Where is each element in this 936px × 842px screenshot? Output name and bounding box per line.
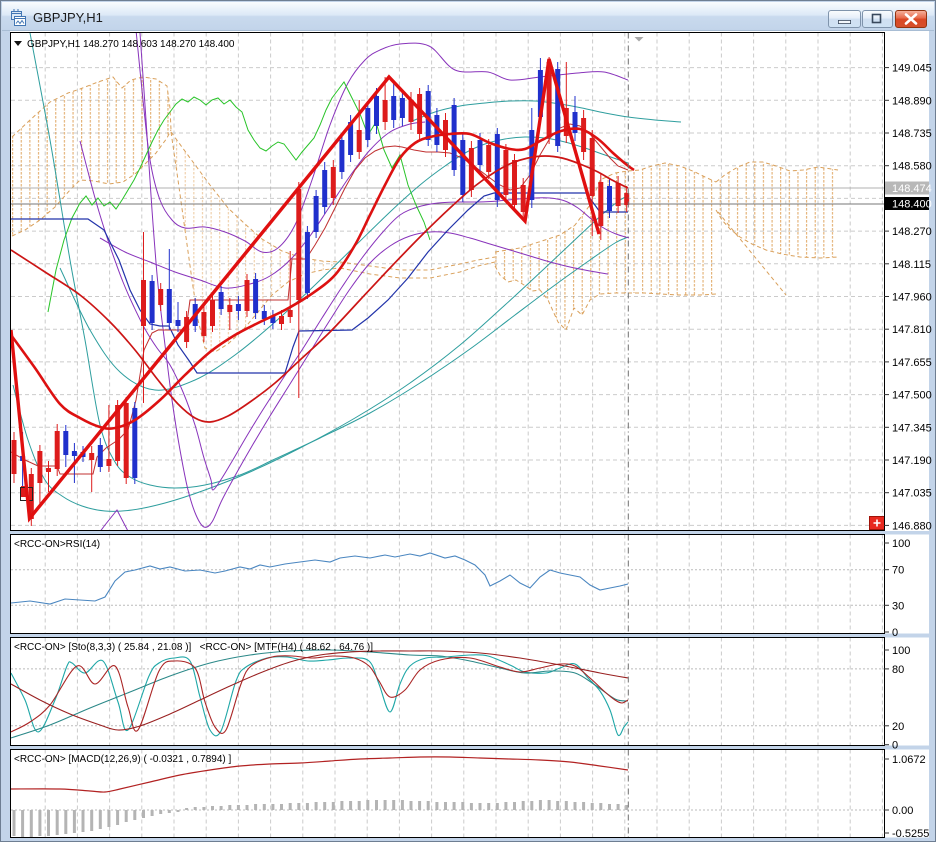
svg-text:0: 0 bbox=[892, 740, 898, 752]
svg-text:-0.5255: -0.5255 bbox=[892, 828, 929, 840]
svg-text:GBPJPY,H1 148.270 148.603 148: GBPJPY,H1 148.270 148.603 148.270 148.40… bbox=[27, 39, 235, 50]
svg-text:100: 100 bbox=[892, 538, 910, 550]
svg-text:147.810: 147.810 bbox=[892, 324, 932, 336]
svg-text:149.045: 149.045 bbox=[892, 63, 932, 75]
svg-text:148.270: 148.270 bbox=[892, 226, 932, 238]
svg-text:0: 0 bbox=[892, 627, 898, 639]
svg-text:147.035: 147.035 bbox=[892, 488, 932, 500]
svg-text:148.115: 148.115 bbox=[892, 259, 931, 271]
svg-text:70: 70 bbox=[892, 565, 904, 577]
svg-text:30: 30 bbox=[892, 600, 904, 612]
svg-text:<RCC-ON>RSI(14): <RCC-ON>RSI(14) bbox=[14, 539, 100, 550]
svg-text:147.655: 147.655 bbox=[892, 357, 932, 369]
svg-text:0.00: 0.00 bbox=[892, 805, 913, 817]
svg-text:146.880: 146.880 bbox=[892, 520, 932, 532]
svg-text:148.890: 148.890 bbox=[892, 95, 932, 107]
svg-text:148.474: 148.474 bbox=[892, 183, 932, 195]
svg-text:147.190: 147.190 bbox=[892, 455, 932, 467]
svg-text:148.400: 148.400 bbox=[892, 199, 932, 211]
svg-text:148.580: 148.580 bbox=[892, 161, 932, 173]
svg-text:20: 20 bbox=[892, 721, 904, 733]
svg-text:<RCC-ON> [Sto(8,3,3) ( 25.84 ,: <RCC-ON> [Sto(8,3,3) ( 25.84 , 21.08 )] … bbox=[14, 642, 373, 653]
svg-text:147.960: 147.960 bbox=[892, 292, 932, 304]
svg-text:80: 80 bbox=[892, 664, 904, 676]
svg-text:147.345: 147.345 bbox=[892, 422, 932, 434]
svg-text:1.0672: 1.0672 bbox=[892, 754, 926, 766]
svg-text:GBPJPY,H1: GBPJPY,H1 bbox=[33, 10, 103, 25]
svg-text:<RCC-ON> [MACD(12,26,9) ( -0.0: <RCC-ON> [MACD(12,26,9) ( -0.0321 , 0.78… bbox=[14, 754, 232, 765]
svg-text:148.735: 148.735 bbox=[892, 128, 932, 140]
svg-text:100: 100 bbox=[892, 645, 910, 657]
svg-text:147.500: 147.500 bbox=[892, 390, 932, 402]
